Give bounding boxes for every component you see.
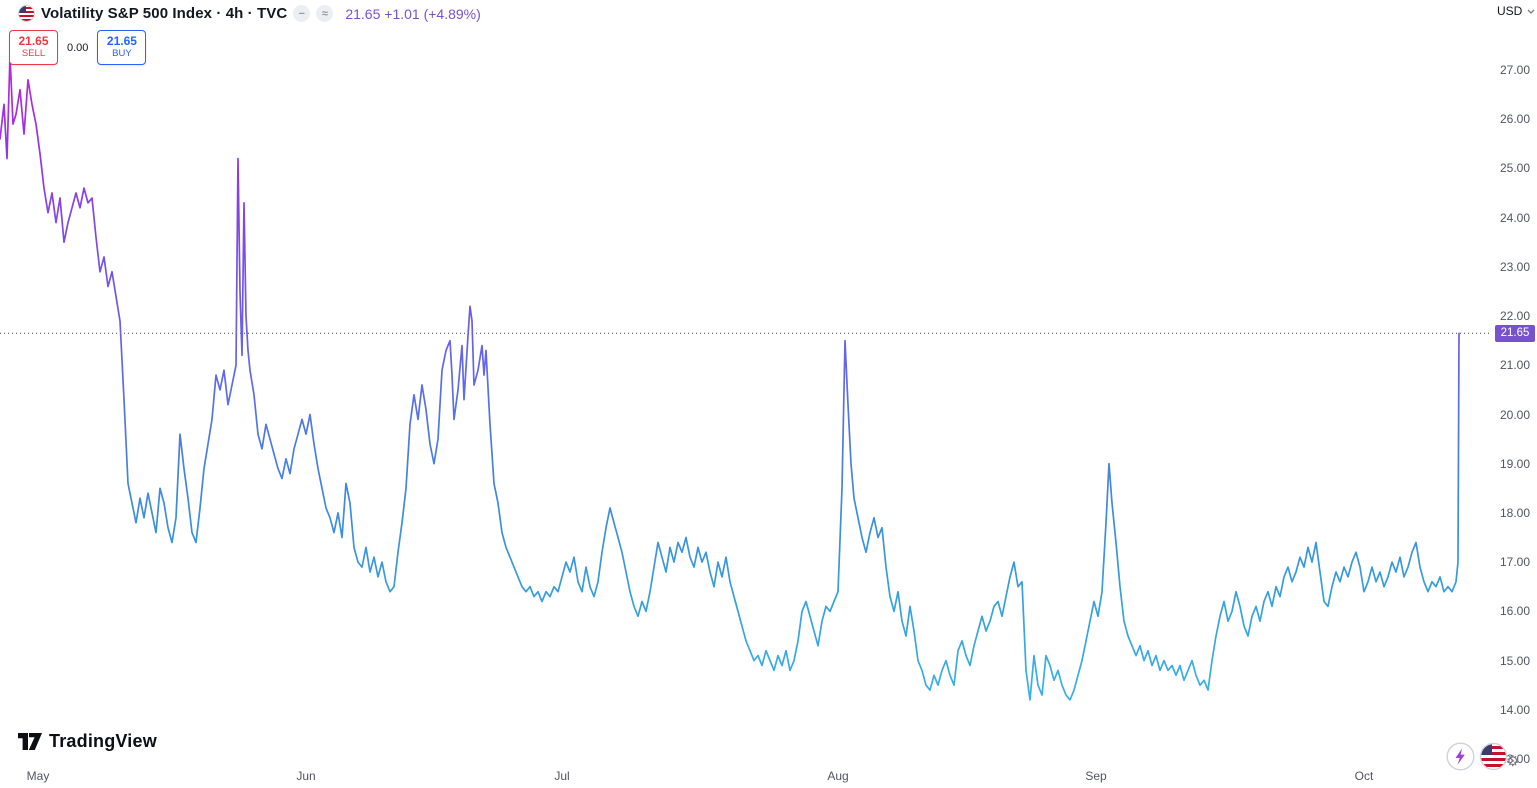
price-tick-label: 19.00 [1500,456,1531,471]
trade-panel: 21.65 SELL 0.00 21.65 BUY [9,30,147,65]
symbol-title: Volatility S&P 500 Index · 4h · TVC [41,5,288,22]
buy-label: BUY [112,47,132,59]
price-tick-label: 16.00 [1500,604,1531,619]
lightning-icon[interactable] [1446,742,1475,771]
spread-value: 0.00 [67,41,89,54]
price-tick-label: 25.00 [1500,161,1531,176]
price-tick-label: 14.00 [1500,702,1531,717]
buy-price: 21.65 [106,34,137,49]
last-price-change: 21.65 +1.01 (+4.89%) [345,5,481,22]
current-price-badge: 21.65 [1495,324,1535,342]
time-axis[interactable]: May Jun Jul Aug Sep Oct [0,765,1492,788]
currency-label: USD [1497,4,1523,18]
currency-toggle[interactable]: USD [1497,4,1535,18]
time-tick-label: Oct [1354,769,1374,783]
buy-button[interactable]: 21.65 BUY [97,30,147,65]
us-flag-icon[interactable] [1479,742,1508,771]
time-tick-label: Jun [296,769,316,783]
sell-button[interactable]: 21.65 SELL [9,30,58,65]
price-tick-label: 26.00 [1500,112,1531,127]
sell-label: SELL [21,47,46,59]
price-tick-label: 17.00 [1500,555,1531,570]
time-tick-label: Sep [1085,769,1107,783]
series-marker-icon[interactable]: − [293,5,311,22]
price-tick-label: 21.00 [1500,358,1531,373]
symbol-header: Volatility S&P 500 Index · 4h · TVC − ≈ … [18,5,481,22]
price-axis[interactable]: 21.65 27.00 26.00 25.00 24.00 23.00 22.00 21.0… [1492,0,1537,766]
approx-marker-icon[interactable]: ≈ [316,5,334,22]
quick-icons [1446,742,1508,771]
us-flag-icon [18,5,35,22]
price-tick-label: 23.00 [1500,259,1531,274]
price-chart-canvas[interactable] [0,0,1492,765]
chevron-down-icon [1527,9,1535,14]
sell-price: 21.65 [18,34,49,49]
price-tick-label: 27.00 [1500,63,1531,77]
price-tick-label: 18.00 [1500,505,1531,520]
price-tick-label: 22.00 [1500,309,1531,324]
time-tick-label: May [26,769,50,783]
tradingview-logo[interactable]: TradingView [18,730,157,752]
time-tick-label: Aug [827,769,849,783]
tradingview-logo-text: TradingView [49,730,157,751]
tradingview-logo-icon [18,733,42,750]
price-tick-label: 15.00 [1500,653,1531,668]
price-tick-label: 24.00 [1500,210,1531,225]
price-tick-label: 20.00 [1500,407,1531,422]
gear-icon[interactable]: ⚙ [1506,753,1520,770]
time-tick-label: Jul [554,769,570,783]
price-tick-label: 13.00 [1500,752,1531,766]
price-line-series [0,54,1460,701]
